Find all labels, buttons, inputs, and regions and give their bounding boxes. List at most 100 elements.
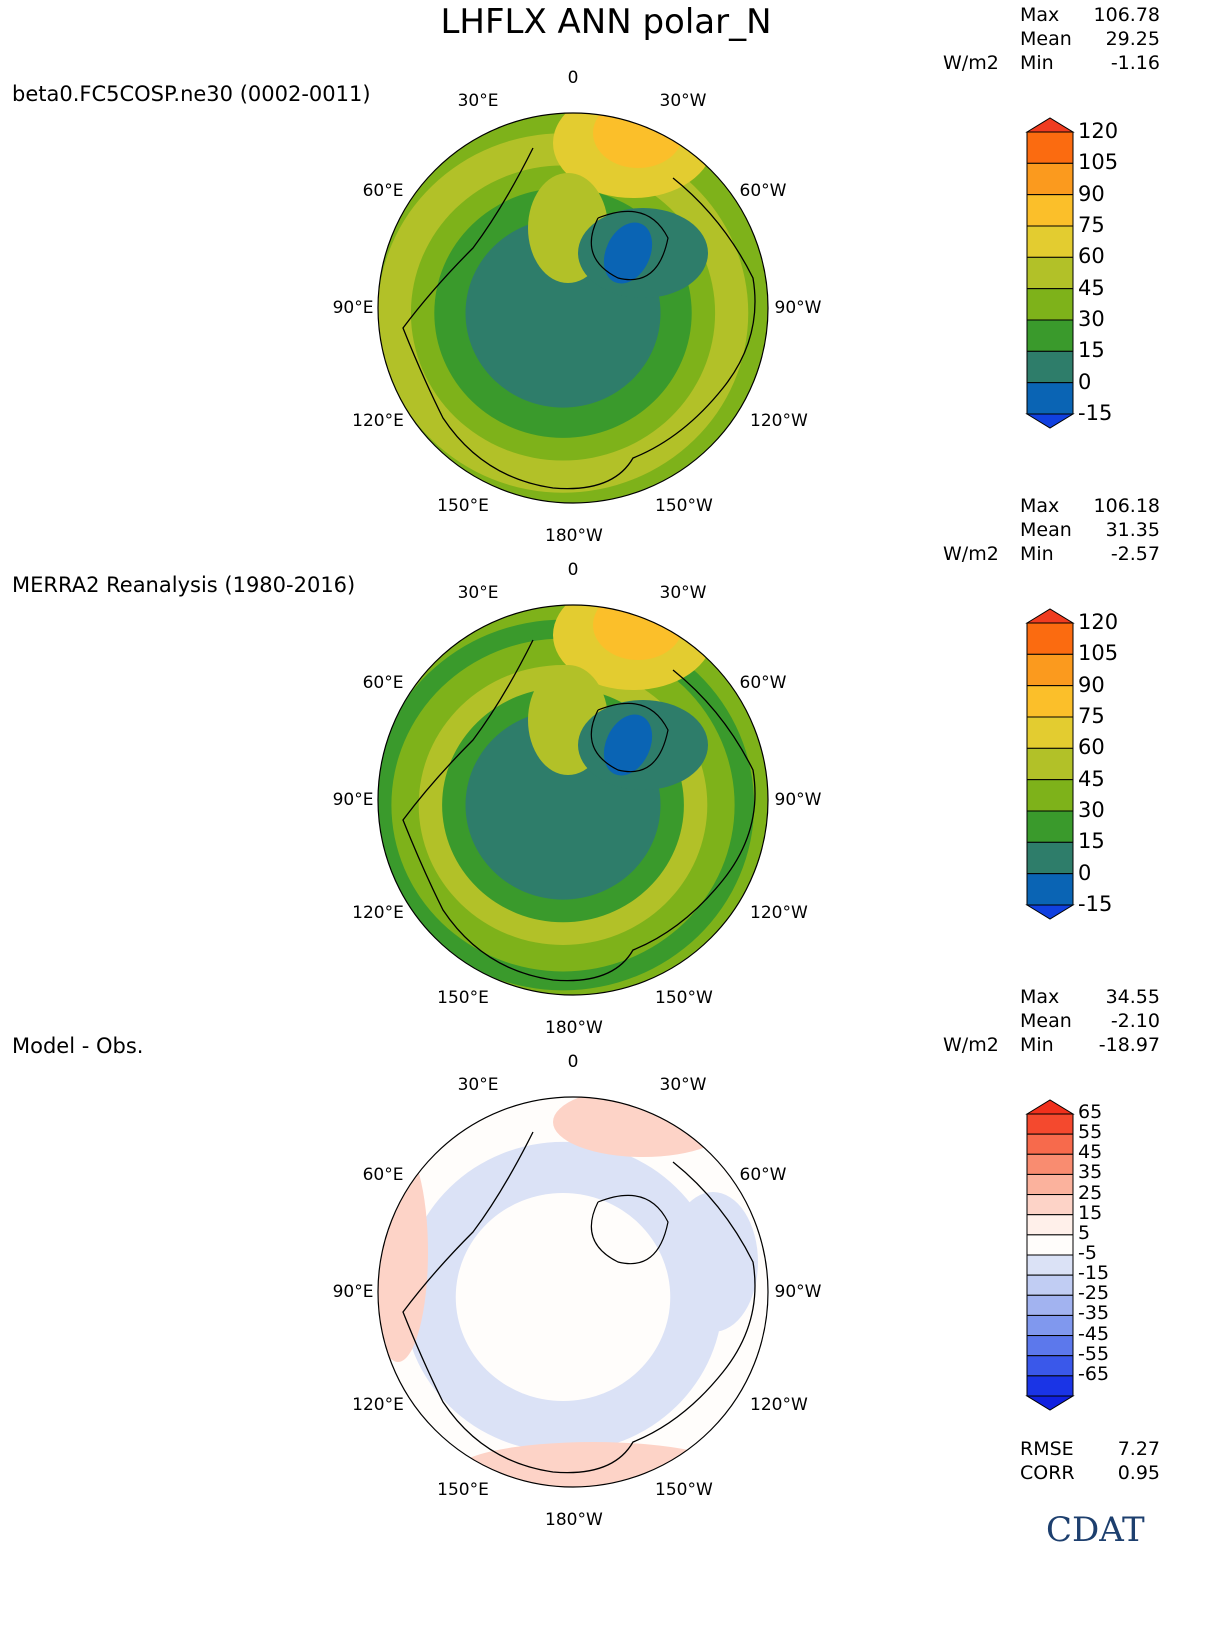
- colorbar-swatch: [1026, 256, 1074, 290]
- colorbar-label: -25: [1078, 1282, 1110, 1305]
- map-field-band: [455, 1192, 671, 1402]
- colorbar-swatch: [1026, 841, 1074, 875]
- longitude-label: 90°W: [774, 790, 822, 810]
- panel-2-min-value: -2.57: [1110, 543, 1160, 565]
- colorbar-swatch: [1026, 1314, 1074, 1337]
- panel-1-min-label: Min: [1020, 52, 1054, 74]
- colorbar-swatch: [1026, 1355, 1074, 1377]
- panel-3-mean-label: Mean: [1020, 1010, 1072, 1032]
- colorbar-label: 55: [1078, 1121, 1103, 1144]
- longitude-label: 30°E: [457, 1075, 499, 1095]
- colorbar-swatch: [1026, 225, 1074, 258]
- map-field-greenland-core: [603, 714, 653, 776]
- panel-1-min-value: -1.16: [1110, 52, 1160, 74]
- colorbar-under-triangle: [1025, 904, 1075, 920]
- colorbar-label: 120: [1078, 610, 1119, 634]
- longitude-label: 150°W: [655, 988, 713, 1008]
- panel-3-min-label: Min: [1020, 1034, 1054, 1056]
- panel-2-max-value: 106.18: [1093, 495, 1160, 517]
- panel-3-mean-value: -2.10: [1110, 1010, 1160, 1032]
- longitude-label: 180°W: [545, 1018, 603, 1038]
- longitude-label: 60°W: [739, 1165, 787, 1185]
- polar-map-1: [377, 112, 769, 504]
- longitude-label: 60°W: [739, 181, 787, 201]
- map-border: [377, 112, 769, 504]
- longitude-label: 150°E: [437, 496, 489, 516]
- panel-3-max-value: 34.55: [1105, 986, 1160, 1008]
- colorbar-swatch: [1026, 716, 1074, 749]
- longitude-label: 90°W: [774, 298, 822, 318]
- panel-1-title: beta0.FC5COSP.ne30 (0002-0011): [12, 82, 371, 106]
- coastline: [402, 639, 756, 982]
- colorbar-3: [1025, 1099, 1075, 1411]
- panel-3-max-label: Max: [1020, 986, 1060, 1008]
- colorbar-label: -55: [1078, 1342, 1110, 1365]
- colorbar-2: [1025, 608, 1075, 920]
- longitude-label: 60°E: [362, 1165, 404, 1185]
- colorbar-label: 105: [1078, 150, 1119, 175]
- panel-2-title: MERRA2 Reanalysis (1980-2016): [12, 573, 356, 597]
- colorbar-swatch: [1026, 162, 1074, 196]
- longitude-label: 150°W: [655, 1480, 713, 1500]
- panel-2-mean-label: Mean: [1020, 519, 1072, 541]
- longitude-label: 150°E: [437, 988, 489, 1008]
- colorbar-label: -15: [1078, 401, 1113, 425]
- colorbar-label: 60: [1078, 735, 1105, 760]
- colorbar-swatch: [1026, 1335, 1074, 1357]
- colorbar-label: 35: [1078, 1161, 1103, 1184]
- longitude-label: 120°W: [750, 411, 808, 431]
- coastline-greenland: [590, 1194, 669, 1265]
- colorbar-swatch: [1026, 1153, 1074, 1175]
- colorbar-label: 5: [1078, 1221, 1091, 1244]
- colorbar-label: 15: [1078, 829, 1105, 854]
- colorbar-over-triangle: [1025, 117, 1075, 133]
- colorbar-swatch: [1026, 810, 1074, 843]
- longitude-label: 90°E: [332, 790, 374, 810]
- longitude-label: 0: [567, 68, 579, 88]
- longitude-label: 30°W: [659, 91, 707, 111]
- panel-2-min-label: Min: [1020, 543, 1054, 565]
- colorbar-label: -45: [1078, 1322, 1110, 1345]
- colorbar-label: 15: [1078, 338, 1105, 363]
- colorbar-label: 90: [1078, 672, 1105, 697]
- colorbar-swatch: [1026, 622, 1074, 655]
- colorbar-label: 45: [1078, 275, 1105, 300]
- longitude-label: 150°E: [437, 1480, 489, 1500]
- colorbar-under-triangle: [1025, 1395, 1075, 1411]
- colorbar-swatch: [1026, 288, 1074, 321]
- colorbar-swatch: [1026, 873, 1074, 906]
- longitude-label: 90°E: [332, 1282, 374, 1302]
- colorbar-swatch: [1026, 350, 1074, 384]
- colorbar-swatch: [1026, 1173, 1074, 1196]
- colorbar-swatch: [1026, 1194, 1074, 1216]
- panel-1-mean-label: Mean: [1020, 28, 1072, 50]
- map-border: [377, 604, 769, 996]
- colorbar-swatch: [1026, 1254, 1074, 1276]
- colorbar-swatch: [1026, 1294, 1074, 1316]
- colorbar-label: -35: [1078, 1302, 1110, 1325]
- rmse-value: 7.27: [1117, 1438, 1160, 1460]
- longitude-label: 30°E: [457, 91, 499, 111]
- colorbar-label: 30: [1078, 307, 1105, 331]
- panel-1-units: W/m2: [943, 52, 999, 74]
- colorbar-swatch: [1026, 1274, 1074, 1296]
- colorbar-swatch: [1026, 319, 1074, 352]
- longitude-label: 120°W: [750, 1395, 808, 1415]
- longitude-label: 0: [567, 560, 579, 580]
- colorbar-swatch: [1026, 1133, 1074, 1155]
- colorbar-swatch: [1026, 1113, 1074, 1135]
- coastline: [402, 1131, 756, 1474]
- colorbar-swatch: [1026, 779, 1074, 812]
- colorbar-label: -15: [1078, 1262, 1110, 1285]
- colorbar-swatch: [1026, 1214, 1074, 1236]
- colorbar-swatch: [1026, 747, 1074, 781]
- longitude-label: 120°W: [750, 903, 808, 923]
- colorbar-swatch: [1026, 131, 1074, 164]
- colorbar-label: 105: [1078, 641, 1119, 666]
- panel-2-mean-value: 31.35: [1105, 519, 1160, 541]
- longitude-label: 30°W: [659, 583, 707, 603]
- colorbar-swatch: [1026, 1234, 1074, 1256]
- polar-map-3: [377, 1096, 769, 1488]
- colorbar-label: 25: [1078, 1181, 1103, 1204]
- colorbar-label: 90: [1078, 181, 1105, 206]
